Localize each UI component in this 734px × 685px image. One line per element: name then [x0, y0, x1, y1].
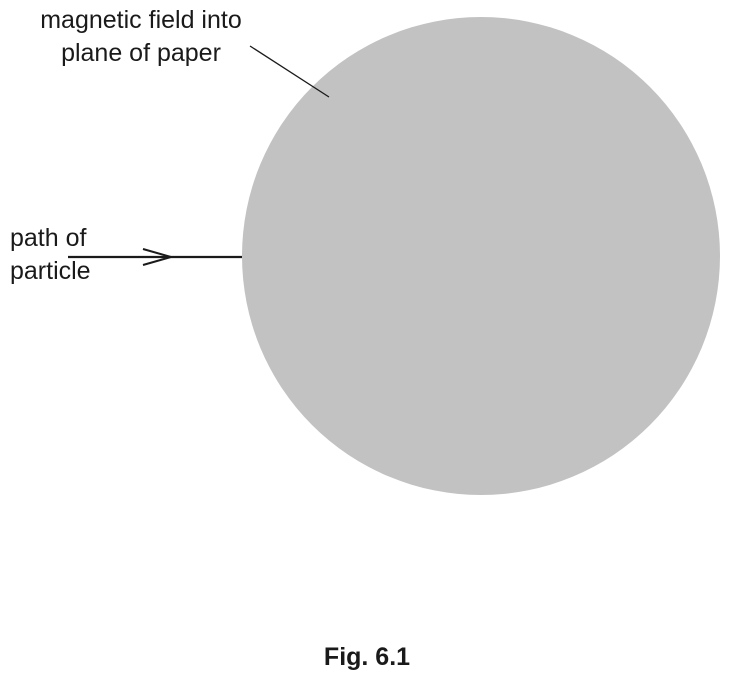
- particle-path-label-line-1: path of: [10, 224, 87, 252]
- magnetic-field-label-line-1: magnetic field into: [40, 6, 242, 34]
- particle-path-label: path of particle: [10, 222, 91, 288]
- field-label-leader-line: [249, 45, 330, 98]
- figure-caption: Fig. 6.1: [323, 643, 411, 671]
- magnetic-field-region: [242, 17, 720, 495]
- magnetic-field-label-line-2: plane of paper: [61, 39, 221, 67]
- particle-path-label-line-2: particle: [10, 257, 91, 285]
- magnetic-field-label: magnetic field into plane of paper: [18, 4, 264, 70]
- particle-direction-arrow: [142, 248, 175, 266]
